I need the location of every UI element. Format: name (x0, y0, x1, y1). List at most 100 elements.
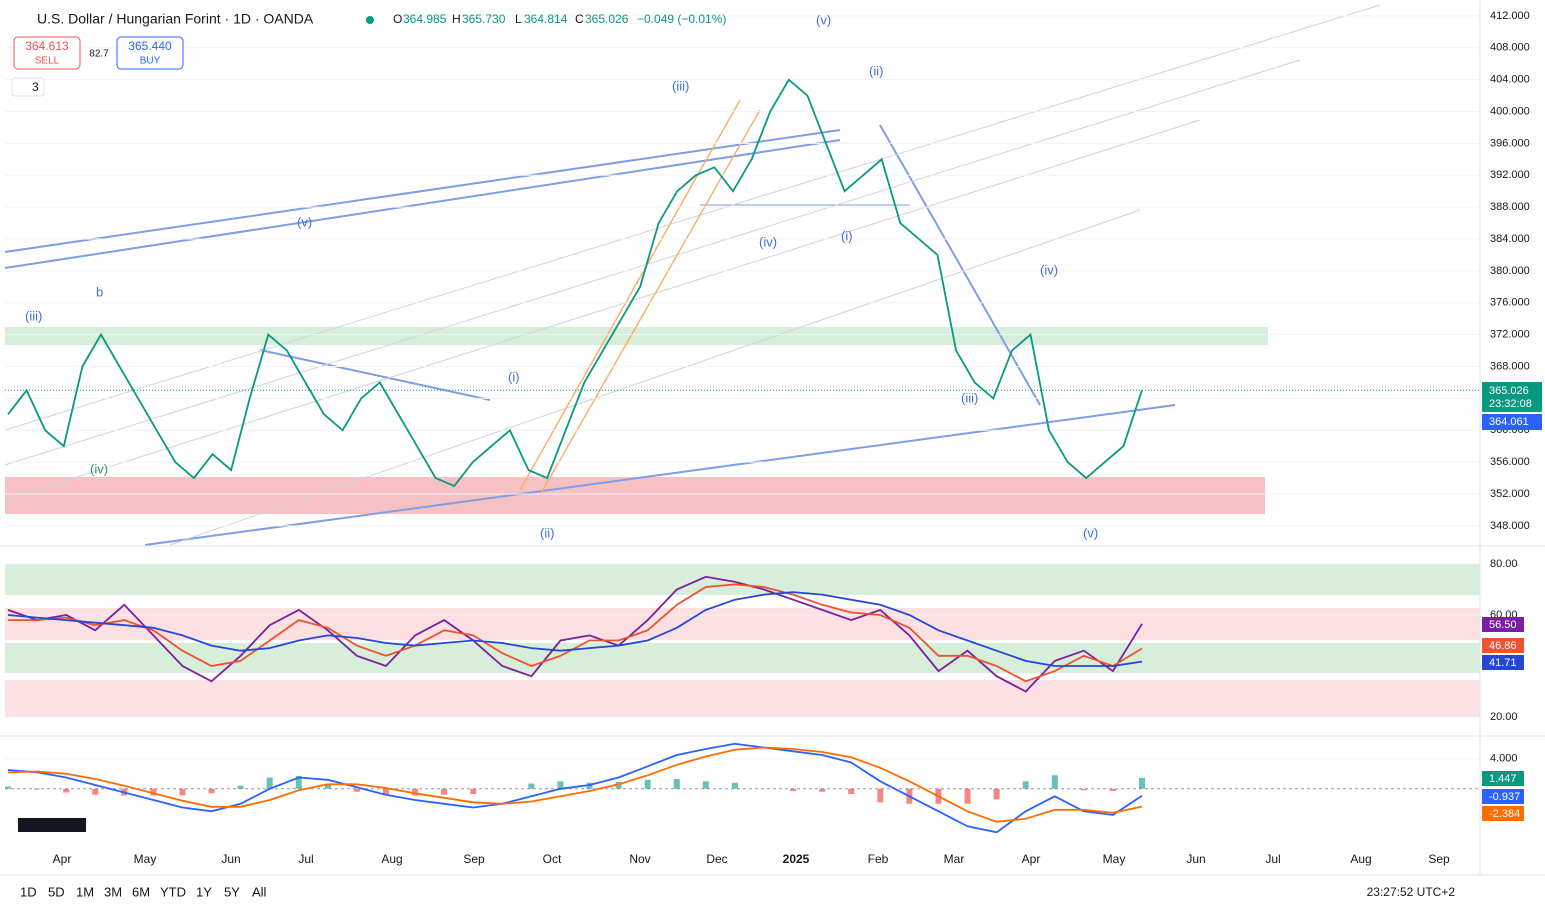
histogram-bar (1109, 788, 1116, 791)
header-bg (0, 0, 400, 36)
x-tick-label: Jun (1186, 852, 1205, 866)
wave-label: b (96, 284, 103, 299)
ohlc-value: 364.985 (403, 12, 447, 26)
x-tick-label: Jun (221, 852, 240, 866)
histogram-bar (63, 788, 70, 793)
timeframe-button[interactable]: 5Y (224, 884, 240, 899)
histogram-bar (353, 788, 360, 792)
series-line (7, 742, 1143, 834)
x-tick-label: Oct (543, 852, 562, 866)
wave-label: (v) (1083, 525, 1098, 540)
ohlc-key: C (575, 12, 584, 26)
histogram-bar (1051, 775, 1058, 789)
y-tick-label: 408.000 (1490, 42, 1530, 54)
layers-toggle[interactable] (11, 77, 45, 97)
countdown: 23:32:08 (1489, 398, 1532, 410)
macd-box (1482, 771, 1524, 786)
rsi-value: 41.71 (1489, 657, 1517, 669)
timeframe-button[interactable]: YTD (160, 884, 186, 899)
x-tick-label: Dec (706, 852, 727, 866)
histogram-bar (237, 785, 244, 789)
wave-label: (ii) (540, 525, 554, 540)
timeframe-button[interactable]: All (252, 884, 267, 899)
histogram-bar (34, 788, 41, 790)
zone (5, 643, 1480, 673)
sell-label: SELL (35, 56, 60, 67)
rsi-box (1482, 655, 1524, 670)
x-tick-label: Apr (1022, 852, 1041, 866)
x-tick-label: Sep (1428, 852, 1450, 866)
series-line (7, 78, 1143, 488)
status-dot (366, 16, 374, 24)
histogram-bar (731, 782, 738, 789)
last-price-box (1482, 382, 1542, 412)
x-tick-label: Sep (463, 852, 485, 866)
y-tick-label: 372.000 (1490, 329, 1530, 341)
histogram-bar (412, 788, 419, 796)
series-line (8, 583, 1143, 683)
ohlc-key: H (452, 12, 461, 26)
timeframe-button[interactable]: 5D (48, 884, 65, 899)
histogram-bar (1139, 777, 1145, 789)
timeframe-button[interactable]: 1M (76, 884, 94, 899)
logo (18, 818, 86, 832)
buy-button[interactable] (116, 36, 184, 70)
histogram-bar (877, 788, 884, 803)
wave-label: (i) (841, 228, 853, 243)
timeframe-button[interactable]: 1Y (196, 884, 212, 899)
x-tick-label: Apr (53, 852, 72, 866)
wave-label: (i) (508, 369, 520, 384)
histogram-bar (150, 788, 157, 796)
timeframe-button[interactable]: 3M (104, 884, 122, 899)
histogram-bar (208, 788, 215, 794)
histogram-bar (92, 788, 99, 795)
zone (5, 477, 1265, 514)
channel (4, 4, 1381, 546)
x-tick-label: May (1103, 852, 1126, 866)
y-tick-label: 388.000 (1490, 201, 1530, 213)
rsi-value: 46.86 (1489, 640, 1517, 652)
y-tick-label: 20.00 (1490, 711, 1518, 723)
ma-price: 364.061 (1489, 416, 1529, 428)
x-tick-label: Nov (629, 852, 650, 866)
ohlc-value: 365.026 (585, 12, 629, 26)
drawings (4, 124, 1176, 546)
layers-count: 3 (32, 80, 39, 94)
series-line (7, 746, 1143, 823)
x-tick-label: Aug (381, 852, 402, 866)
wave-label: (iii) (672, 78, 689, 93)
ma-box (1482, 414, 1542, 430)
y-tick-label: 352.000 (1490, 488, 1530, 500)
zone (5, 327, 1268, 345)
y-tick-label: 80.00 (1490, 558, 1518, 570)
histogram-bar (528, 783, 535, 789)
sell-button[interactable] (13, 36, 81, 70)
y-tick-label: 400.000 (1490, 105, 1530, 117)
series-line (7, 591, 1143, 667)
ohlc-key: O (393, 12, 402, 26)
timeframe-button[interactable]: 1D (20, 884, 37, 899)
y-tick-label: 392.000 (1490, 169, 1530, 181)
ohlc-key: L (515, 12, 522, 26)
zone (5, 680, 1480, 717)
macd-box (1482, 806, 1524, 821)
x-tick-label: Jul (298, 852, 313, 866)
zone (5, 608, 1480, 640)
histogram-bar (702, 781, 709, 789)
histogram-bar (848, 788, 855, 794)
histogram-bar (266, 777, 273, 789)
y-tick-label: 368.000 (1490, 360, 1530, 372)
macd-value: 1.447 (1489, 773, 1517, 785)
rsi-value: 56.50 (1489, 619, 1517, 631)
x-tick-label: May (134, 852, 157, 866)
x-tick-label: Feb (868, 852, 889, 866)
histogram-bar (1080, 788, 1087, 791)
timeframe-button[interactable]: 6M (132, 884, 150, 899)
symbol-title[interactable]: U.S. Dollar / Hungarian Forint · 1D · OA… (37, 11, 314, 27)
last-price: 365.026 (1489, 385, 1529, 397)
x-tick-label: Jul (1265, 852, 1280, 866)
wave-label: (iv) (759, 234, 777, 249)
histogram-bar (383, 788, 389, 796)
spread: 82.7 (89, 49, 109, 60)
